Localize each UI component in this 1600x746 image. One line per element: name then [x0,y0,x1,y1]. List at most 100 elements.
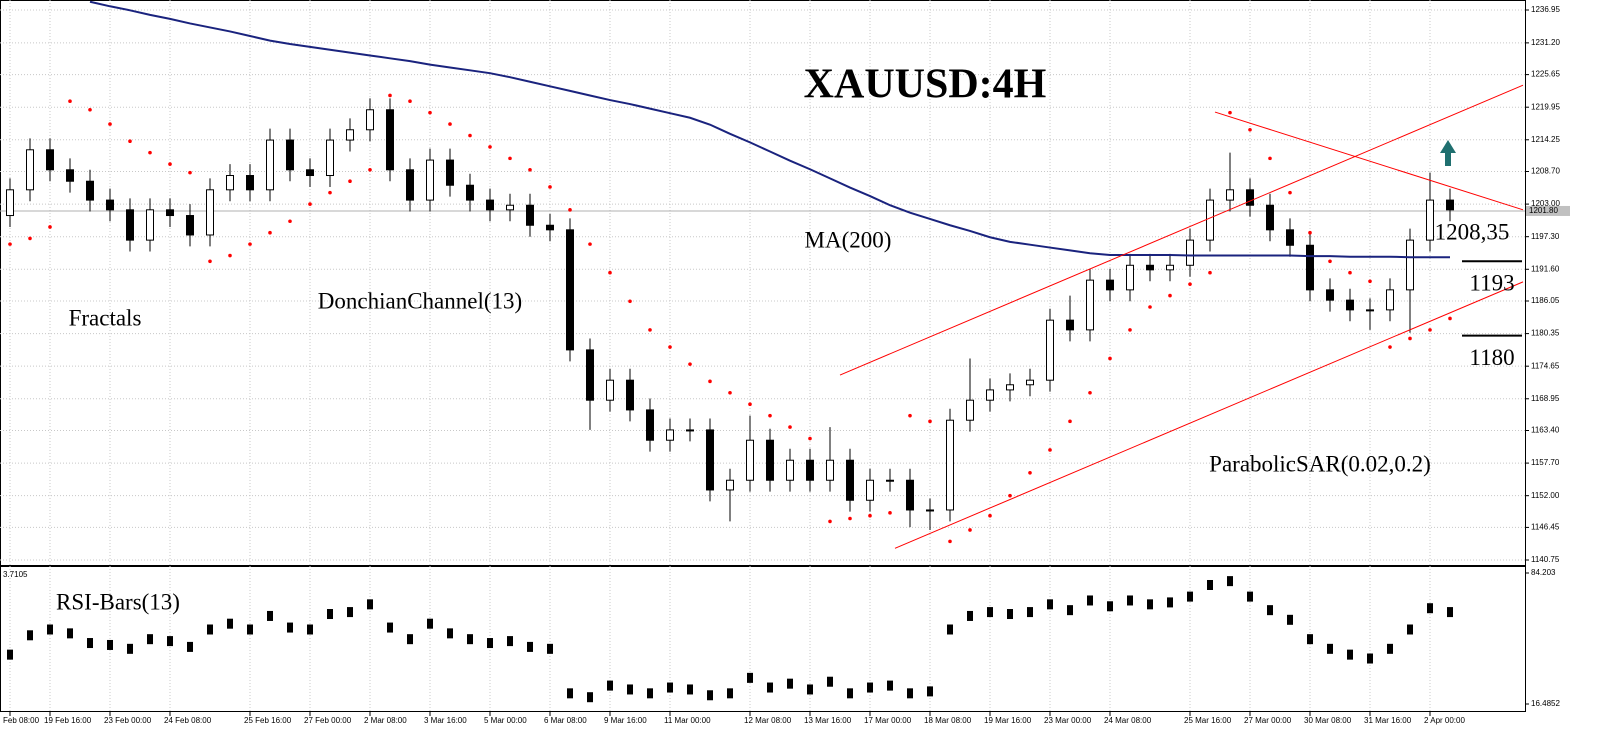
sar-dot [1108,356,1112,361]
rsi-bar [947,624,953,635]
rsi-bar [1147,599,1153,610]
candle-body [46,149,54,171]
candle-body [366,109,374,131]
x-tick-label: 19 Mar 16:00 [984,716,1032,725]
candle-body [566,229,574,351]
rsi-bar [407,634,413,645]
sar-dot [888,511,892,515]
y-tick-label: 1203.00 [1531,199,1560,208]
sar-dot [248,242,252,246]
candle-body [246,175,254,191]
y-tick-label: 1174.65 [1531,361,1560,370]
candle-body [1206,199,1214,241]
rsi-bar [187,641,193,652]
x-tick-label: 5 Mar 00:00 [484,716,527,725]
x-tick-label: 6 Mar 08:00 [544,716,587,725]
candle-body [966,399,974,421]
sar-dot [868,513,872,518]
rsi-bar [1227,576,1233,587]
rsi-bar [987,607,993,618]
rsi-bar [1347,649,1353,660]
sar-dot [1288,190,1292,195]
rsi-bar [527,641,533,652]
candle-body [1186,239,1194,266]
marks [6,0,1524,703]
level-label: 1180 [1469,345,1514,370]
rsi-bar [607,680,613,691]
x-tick-label: 17 Mar 00:00 [864,716,912,725]
rsi-label: RSI-Bars(13) [56,589,180,614]
rsi-bar [567,688,573,699]
candle-body [86,180,94,201]
y-tick-label: 1191.60 [1531,264,1560,273]
main-panel [0,0,1526,566]
rsi-bar [787,678,793,689]
candle-body [226,175,234,191]
rsi-bar [747,672,753,683]
sar-dot [1328,259,1332,264]
y-tick-label: 1197.30 [1531,232,1560,241]
candle-body [846,459,854,501]
sar-dot [1308,230,1312,235]
sar-dot [68,99,72,103]
candle-body [126,209,134,241]
candle-body [1306,244,1314,291]
sar-dot [448,122,452,126]
rsi-bar [467,634,473,645]
rsi-y-tick-label: 16.4852 [1531,699,1560,708]
rsi-bar [627,684,633,695]
sar-dot [188,170,192,175]
x-tick-label: 25 Mar 16:00 [1184,716,1232,725]
candle-body [886,479,894,482]
rsi-bar [1427,603,1433,614]
rsi-bar [507,636,513,647]
rsi-bar [807,684,813,695]
y-tick-label: 1214.25 [1531,135,1560,144]
sar-dot [1408,336,1412,341]
rsi-bar [1107,601,1113,612]
rsi-bar [647,688,653,699]
candle-body [1226,189,1234,201]
candle-body [466,184,474,201]
sar-dot [28,236,32,241]
candle-body [1246,189,1254,206]
trendline [839,84,1524,376]
sar-dot [1188,282,1192,286]
sar-dot [908,413,912,418]
rsi-bar [907,688,913,699]
candle-body [706,429,714,491]
rsi-bar [547,643,553,654]
candle-body [1146,264,1154,271]
sar-dot [228,253,232,258]
rsi-bar [347,607,353,618]
x-tick-label: Feb 08:00 [3,716,40,725]
candle-body [206,189,214,236]
rsi-bar [247,624,253,635]
sar-dot [268,230,272,235]
candle-body [1346,299,1354,311]
sar-dot [1068,419,1072,424]
y-tick-label: 1168.95 [1531,394,1560,403]
fractals-label: Fractals [69,305,142,330]
rsi-bar [967,610,973,621]
candle-body [806,459,814,481]
candle-body [686,429,694,432]
sar-dot [108,122,112,126]
candle-body [346,129,354,141]
candle-body [1326,289,1334,301]
rsi-bar [267,610,273,621]
sar-dot [928,419,932,424]
candle-body [106,199,114,211]
last-price-box [1526,205,1570,216]
candle-body [866,479,874,501]
candle-body [1006,384,1014,391]
sar-dot [1208,270,1212,275]
ma-label: MA(200) [805,227,892,252]
rsi-bar [587,692,593,703]
sar-dot [648,328,652,332]
rsi-bar [1047,599,1053,610]
rsi-bar [1407,624,1413,635]
x-tick-label: 2 Mar 08:00 [364,716,407,725]
candle-body [1366,309,1374,312]
rsi-bar [847,688,853,699]
